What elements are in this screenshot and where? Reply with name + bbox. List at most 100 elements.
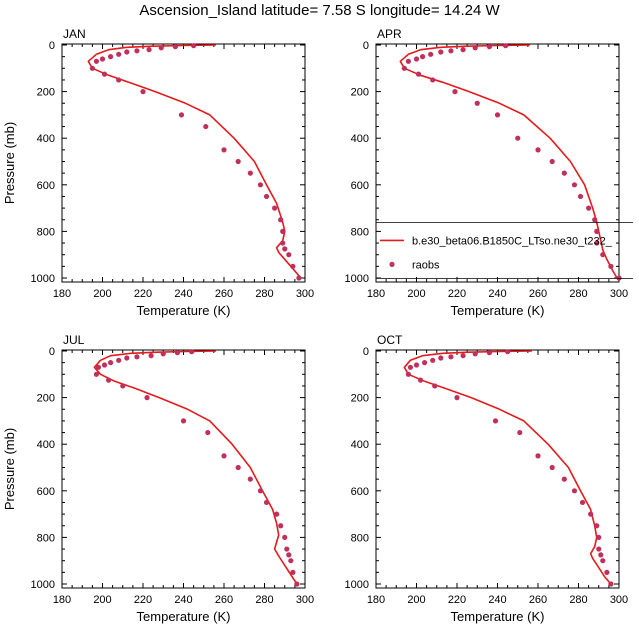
y-tick-label: 600 (351, 486, 369, 498)
raobs-point (101, 362, 108, 368)
raobs-point (454, 395, 460, 401)
x-tick-label: 180 (367, 288, 385, 300)
x-tick-label: 200 (93, 594, 111, 606)
raobs-point (571, 182, 578, 188)
raobs-point (189, 349, 195, 355)
raobs-point (561, 170, 567, 176)
raobs-point (160, 351, 166, 357)
x-axis-label: Temperature (K) (137, 303, 231, 318)
raobs-point (405, 58, 411, 64)
legend-entry-label: b.e30_beta06.B1850C_LTso.ne30_t232_ (412, 235, 613, 247)
x-tick-label: 260 (215, 288, 233, 300)
raobs-point (280, 228, 286, 234)
raobs-point (432, 383, 438, 389)
y-tick-label: 400 (351, 133, 369, 145)
raobs-point (205, 429, 211, 436)
y-tick-label: 800 (37, 226, 55, 238)
x-tick-label: 240 (174, 594, 192, 606)
panel-label: JUL (63, 333, 85, 347)
raobs-point (203, 123, 209, 130)
y-tick-label: 200 (351, 393, 369, 405)
raobs-point (604, 569, 610, 575)
raobs-point (278, 523, 284, 529)
raobs-point (282, 246, 288, 252)
y-tick-label: 0 (49, 346, 55, 358)
x-tick-label: 220 (134, 594, 152, 606)
raobs-point (174, 350, 181, 356)
raobs-point (452, 89, 458, 95)
raobs-point (505, 349, 511, 355)
raobs-point (401, 65, 407, 71)
y-axis-label: Pressure (mb) (2, 428, 17, 510)
raobs-point (284, 546, 290, 552)
raobs-point (596, 546, 602, 552)
raobs-point (257, 488, 264, 494)
raobs-point (286, 552, 292, 558)
raobs-point (235, 464, 241, 471)
y-tick-label: 600 (37, 180, 55, 192)
x-axis-label: Temperature (K) (137, 609, 231, 624)
x-tick-label: 260 (529, 288, 547, 300)
raobs-point (134, 354, 140, 360)
raobs-point (586, 205, 592, 211)
x-tick-label: 200 (407, 288, 425, 300)
raobs-point (594, 240, 600, 246)
raobs-point (191, 43, 197, 49)
raobs-point (108, 360, 114, 366)
raobs-point (101, 71, 108, 77)
plot-frame (61, 43, 306, 283)
x-tick-label: 300 (296, 288, 314, 300)
raobs-point (247, 170, 253, 176)
raobs-point (108, 54, 114, 60)
raobs-point (280, 240, 286, 246)
raobs-point (413, 56, 420, 62)
series-line-model (399, 44, 618, 279)
raobs-point (116, 77, 122, 83)
panel-label: OCT (377, 333, 403, 347)
y-tick-label: 200 (351, 87, 369, 99)
x-tick-label: 300 (610, 594, 628, 606)
raobs-point (221, 147, 227, 153)
raobs-point (288, 558, 294, 564)
legend-entry-label: raobs (412, 259, 440, 271)
raobs-point (296, 275, 302, 281)
series-line-model (93, 350, 298, 585)
raobs-point (105, 377, 112, 383)
raobs-point (290, 569, 296, 575)
raobs-point (417, 377, 424, 383)
raobs-point (120, 383, 126, 389)
raobs-point (95, 364, 102, 370)
panel-label: APR (377, 27, 402, 41)
x-tick-label: 260 (529, 594, 547, 606)
raobs-point (146, 47, 152, 53)
raobs-point (571, 488, 578, 494)
raobs-point (600, 558, 606, 564)
y-tick-label: 600 (351, 180, 369, 192)
raobs-point (93, 58, 100, 64)
y-tick-label: 1000 (31, 273, 55, 285)
x-axis-label: Temperature (K) (451, 609, 545, 624)
x-tick-label: 200 (407, 594, 425, 606)
raobs-point (492, 418, 499, 424)
x-tick-label: 280 (569, 288, 587, 300)
y-tick-label: 400 (37, 133, 55, 145)
x-axis-label: Temperature (K) (451, 303, 545, 318)
raobs-point (438, 355, 444, 361)
raobs-point (278, 217, 284, 223)
x-tick-label: 220 (448, 288, 466, 300)
raobs-point (99, 56, 106, 62)
raobs-point (235, 158, 241, 165)
x-tick-label: 280 (569, 594, 587, 606)
y-tick-label: 400 (37, 439, 55, 451)
raobs-point (286, 252, 292, 258)
raobs-point (158, 45, 164, 51)
panel-jan: 180 200 220 240 260 280 300 0 200 400 600 800 1000 Te… (2, 27, 314, 318)
raobs-point (294, 581, 300, 587)
raobs-point (290, 263, 296, 269)
raobs-point (430, 77, 436, 83)
y-tick-label: 0 (363, 346, 369, 358)
figure-title: Ascension_Island latitude= 7.58 S longit… (139, 2, 500, 19)
raobs-point (596, 534, 602, 541)
raobs-point (474, 100, 480, 106)
